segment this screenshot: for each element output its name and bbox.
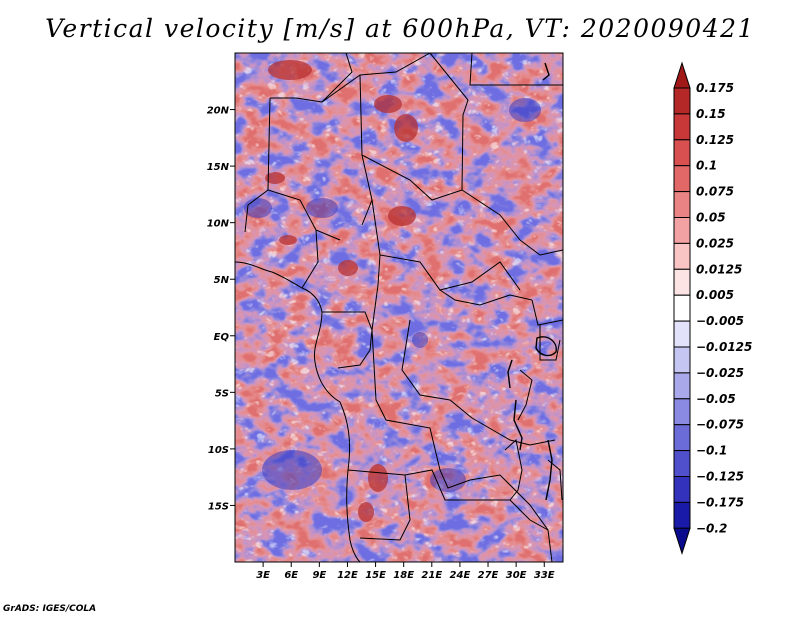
lat-tick-label: 5S	[215, 388, 229, 399]
colorbar-label: −0.025	[696, 366, 744, 380]
plot-frame	[234, 52, 564, 563]
grads-credit: GrADS: IGES/COLA	[3, 604, 97, 614]
lon-tick-label: 15E	[365, 570, 386, 581]
colorbar-bin	[673, 346, 691, 374]
lon-tick-label: 3E	[256, 570, 270, 581]
lat-tick-label: 10N	[207, 219, 230, 230]
colorbar-bin	[673, 372, 691, 400]
strong-ascent-patches	[265, 60, 418, 522]
latitude-axis: 20N 15N 10N 5N EQ 5S 10S 15S	[207, 106, 235, 512]
colorbar-label: 0.125	[696, 133, 734, 147]
colorbar-bin	[673, 527, 691, 555]
lakes	[507, 62, 557, 501]
colorbar-bin	[673, 501, 691, 529]
colorbar-label: −0.05	[696, 392, 736, 406]
colorbar-bin	[673, 424, 691, 452]
lon-tick-label: 27E	[478, 570, 499, 581]
longitude-axis: 3E 6E 9E 12E 15E 18E 21E 24E 27E 30E 33E	[256, 562, 555, 581]
colorbar-bin	[673, 217, 691, 244]
colorbar-bin	[673, 61, 691, 89]
lon-tick-label: 30E	[506, 570, 527, 581]
velocity-field	[235, 53, 563, 562]
colorbar-label: −0.125	[696, 470, 744, 484]
colorbar-label: 0.075	[696, 185, 734, 199]
map-title: Vertical velocity [m/s] at 600hPa, VT: 2…	[45, 14, 755, 43]
colorbar-label: −0.175	[696, 495, 744, 509]
lat-tick-label: 15N	[207, 162, 230, 173]
lon-tick-label: 18E	[393, 570, 414, 581]
lon-tick-label: 24E	[450, 570, 471, 581]
colorbar-bin	[673, 113, 691, 141]
colorbar-bin	[673, 139, 691, 167]
lat-tick-label: 20N	[207, 106, 230, 117]
lat-tick-label: 15S	[208, 501, 229, 512]
colorbar-bin	[673, 476, 691, 503]
colorbar-bin	[673, 165, 691, 193]
colorbar-bin	[673, 242, 691, 270]
colorbar: 0.175 0.15 0.125 0.1 0.075 0.05 0.025 0.0125 0.0…	[673, 61, 752, 555]
colorbar-bin	[673, 398, 691, 426]
colorbar-bin	[673, 294, 691, 322]
colorbar-label: 0.15	[696, 107, 726, 121]
lat-tick-label: EQ	[214, 332, 230, 343]
colorbar-label: 0.005	[696, 288, 734, 302]
colorbar-label: −0.005	[696, 314, 744, 328]
lon-tick-label: 12E	[337, 570, 358, 581]
colorbar-label: −0.1	[696, 444, 727, 458]
colorbar-bin	[673, 268, 691, 296]
colorbar-bin	[673, 450, 691, 478]
lon-tick-label: 33E	[534, 570, 555, 581]
lon-tick-label: 6E	[284, 570, 298, 581]
colorbar-label: −0.2	[696, 521, 727, 535]
colorbar-label: 0.1	[696, 159, 717, 173]
colorbar-label: 0.05	[696, 211, 726, 225]
coastlines-and-borders	[235, 53, 563, 562]
colorbar-label: 0.175	[696, 81, 734, 95]
colorbar-label: 0.0125	[696, 262, 742, 276]
lat-tick-label: 5N	[214, 275, 230, 286]
colorbar-bin	[673, 191, 691, 219]
lat-tick-label: 10S	[208, 445, 229, 456]
colorbar-label: 0.025	[696, 236, 734, 250]
colorbar-label: −0.075	[696, 418, 744, 432]
colorbar-bin	[673, 87, 691, 115]
colorbar-label: −0.0125	[696, 340, 752, 354]
lon-tick-label: 21E	[421, 570, 442, 581]
lon-tick-label: 9E	[312, 570, 326, 581]
colorbar-bin	[673, 320, 691, 348]
